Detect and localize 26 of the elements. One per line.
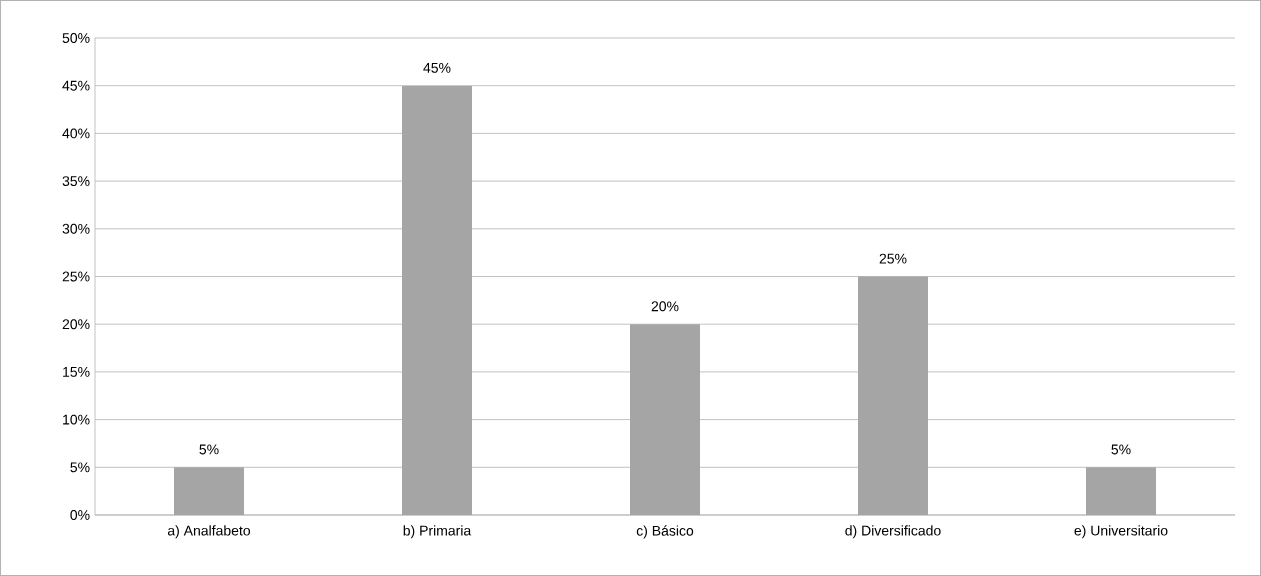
bar [174,467,244,515]
x-tick-label: c) Básico [636,525,694,539]
bar [1086,467,1156,515]
y-tick-label: 40% [62,128,90,139]
data-label: 5% [199,444,219,455]
y-tick-label: 0% [70,510,90,520]
bar [858,276,928,515]
y-tick-label: 30% [62,223,90,234]
y-tick-label: 50% [62,33,90,43]
x-tick-label: b) Primaria [403,525,472,539]
y-tick-label: 5% [70,462,90,473]
y-tick-label: 45% [62,80,90,91]
y-tick-label: 20% [62,319,90,330]
y-tick-label: 10% [63,414,90,425]
x-tick-label: d) Diversificado [845,525,941,539]
x-tick-label: a) Analfabeto [167,525,251,539]
x-tick-label: e) Universitario [1074,525,1168,539]
bar [630,324,700,515]
data-label: 25% [879,253,907,264]
data-label: 5% [1111,444,1131,455]
bar [402,85,472,515]
y-tick-label: 35% [62,176,90,187]
y-tick-label: 15% [63,366,90,377]
y-tick-label: 25% [62,271,90,282]
data-label: 45% [423,62,451,73]
data-label: 20% [651,301,679,312]
